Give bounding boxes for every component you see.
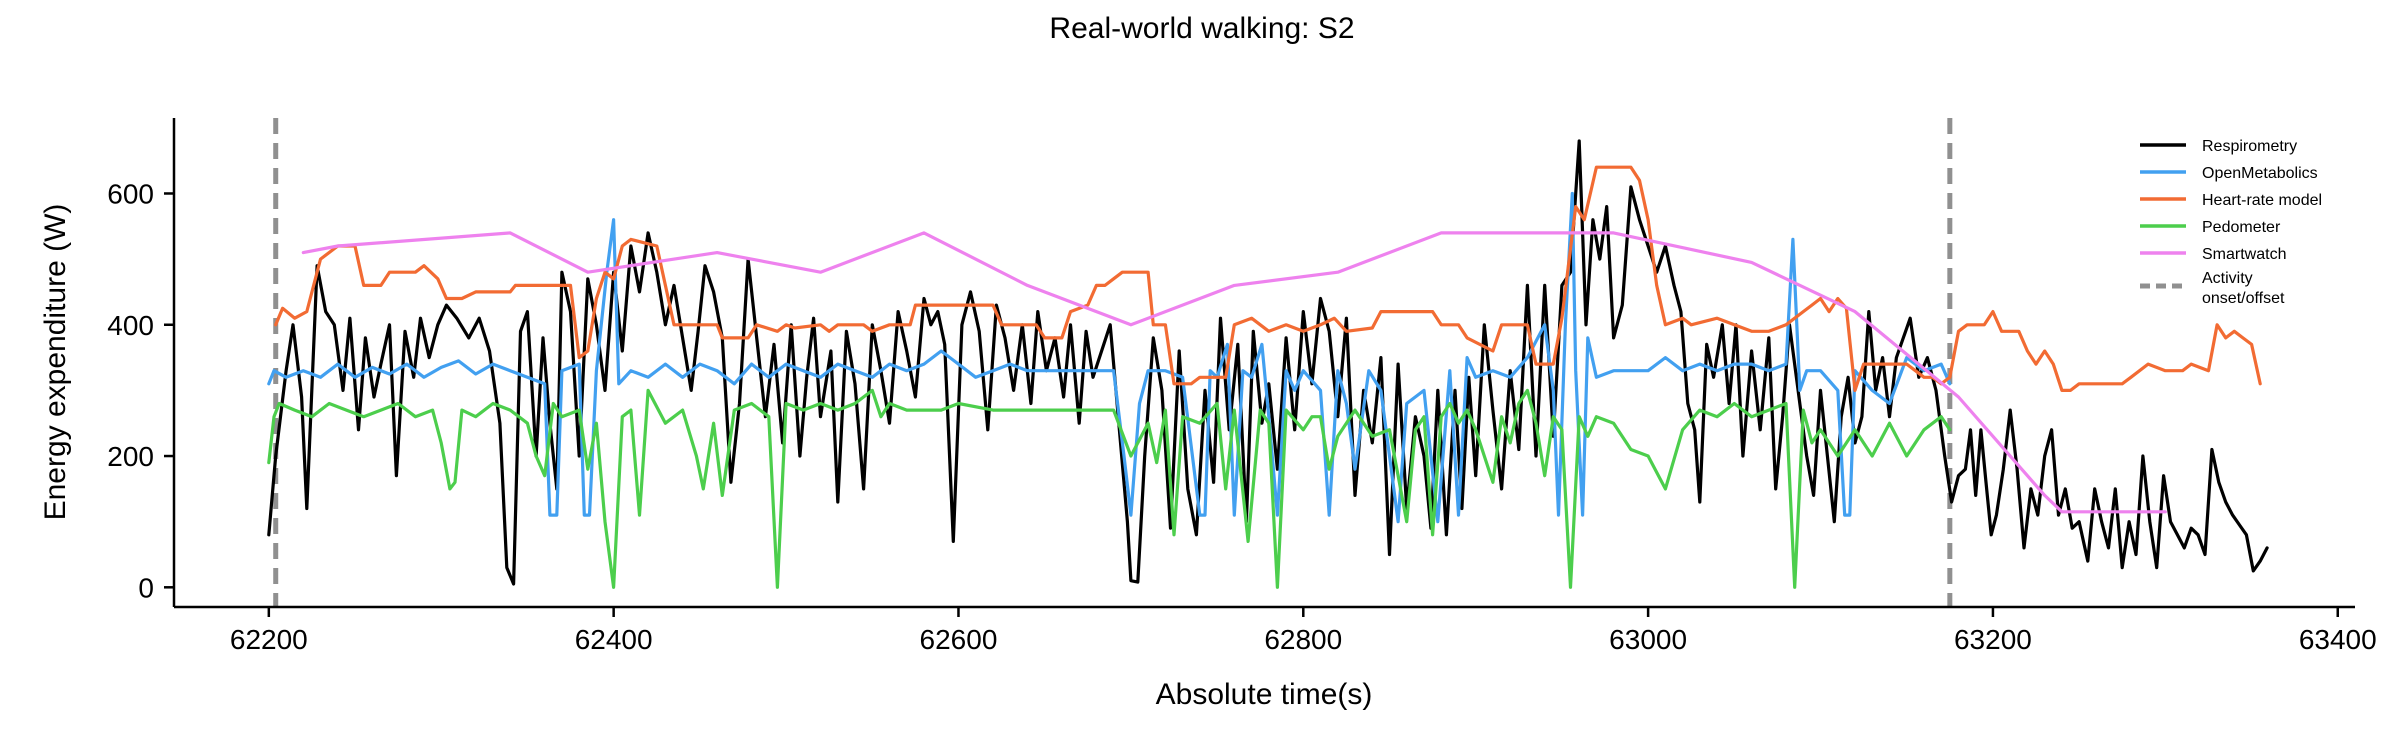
ticks: 62200 62400 62600 62800 63000 63200 63400 0 200 4… <box>107 178 2376 655</box>
y-axis-title: Energy expenditure (W) <box>39 204 72 521</box>
x-tick-label: 62400 <box>575 624 653 655</box>
series-line-respirometry <box>267 139 2269 586</box>
x-tick-label: 62600 <box>920 624 998 655</box>
series-line-pedometer <box>267 388 1952 589</box>
legend-label-respirometry: Respirometry <box>2202 138 2297 155</box>
series-line-heart-rate-model <box>274 165 2262 392</box>
legend-label-activity-onset-offset: Activity onset/offset <box>2202 270 2285 307</box>
x-tick-label: 62200 <box>230 624 308 655</box>
x-axis-title: Absolute time(s) <box>1156 678 1373 711</box>
legend: Respirometry OpenMetabolics Heart-rate mod… <box>2140 138 2322 307</box>
series-line-smartwatch <box>301 231 2167 514</box>
legend-label-pedometer: Pedometer <box>2202 219 2281 236</box>
x-tick-label: 63400 <box>2299 624 2377 655</box>
y-tick-label: 200 <box>107 441 154 472</box>
y-tick-label: 0 <box>138 572 154 603</box>
x-tick-label: 62800 <box>1264 624 1342 655</box>
x-tick-label: 63000 <box>1609 624 1687 655</box>
legend-label-openmetabolics: OpenMetabolics <box>2202 165 2318 182</box>
chart-title: Real-world walking: S2 <box>1049 12 1354 45</box>
series-line-openmetabolics <box>267 191 1952 524</box>
x-tick-label: 63200 <box>1954 624 2032 655</box>
plot-area <box>267 118 2269 607</box>
legend-label-heart-rate-model: Heart-rate model <box>2202 192 2322 209</box>
legend-label-smartwatch: Smartwatch <box>2202 246 2286 263</box>
axes <box>172 118 2355 609</box>
y-tick-label: 400 <box>107 310 154 341</box>
y-tick-label: 600 <box>107 178 154 209</box>
